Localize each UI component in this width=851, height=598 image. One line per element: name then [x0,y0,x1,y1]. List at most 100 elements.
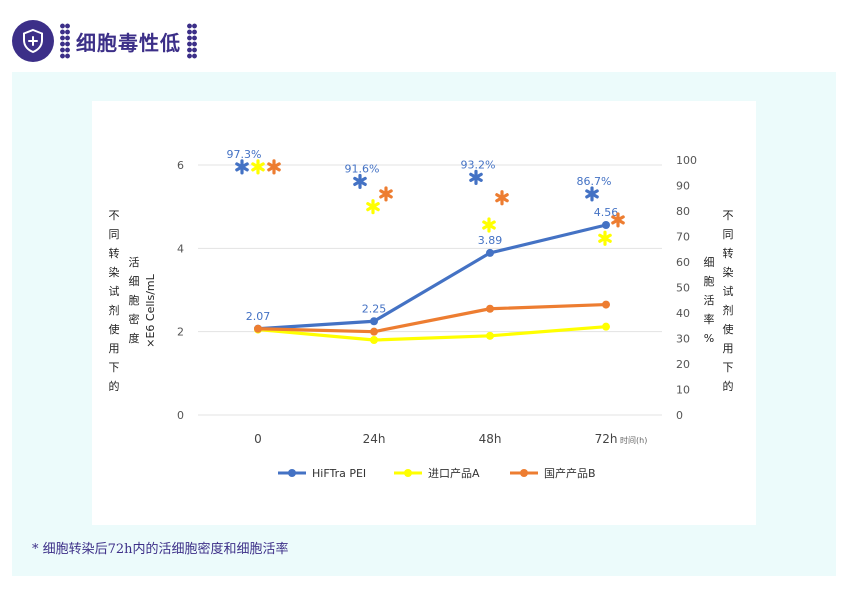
viability-marker-stroke [469,172,483,182]
series-line [257,223,607,331]
content-panel: 0 2 4 6 0 10 20 30 40 50 60 70 80 90 100 0 24h 48h 72h 时间(h… [12,72,836,576]
x-tick-label: 0 [254,432,262,446]
y-right-tick-label: 80 [676,205,690,218]
y-right-note-char: 使 [723,323,734,336]
y-left-label-char: 密 [129,312,140,326]
series-point [370,336,378,344]
x-tick-label: 72h [595,432,618,446]
legend-marker [520,469,528,477]
series-point [486,331,494,340]
y-left-note-char: 使 [109,323,120,336]
y-right-note-char: 的 [723,379,734,393]
y-right-label-char: 细 [704,256,715,269]
y-right-tick-label: 20 [676,358,690,371]
y-left-tick-label: 0 [177,409,184,422]
viability-marker-stroke [353,176,367,187]
viability-marker [482,217,496,233]
shield-plus-icon [12,20,54,62]
legend-label: 进口产品A [428,466,480,480]
y-right-tick-label: 50 [676,282,690,295]
viability-marker [353,173,367,190]
viability-marker-stroke [379,189,393,199]
y-right-note-char: 下 [723,361,734,374]
footnote: * 细胞转染后72h内的活细胞密度和细胞活率 [32,542,289,557]
y-left-note-char: 同 [109,228,120,241]
viability-data-label: 93.2% [461,158,496,171]
series-point [602,322,610,331]
data-label: 3.89 [478,234,503,247]
data-label: 2.07 [246,310,271,323]
y-right-tick-label: 0 [676,409,683,422]
y-left-tick-label: 6 [177,159,184,172]
x-axis-unit-label: 时间(h) [620,435,647,445]
viability-marker [379,186,393,202]
viability-marker [267,159,281,175]
series-point [486,304,494,313]
viability-marker [235,159,249,175]
viability-data-label: 86.7% [577,175,612,188]
y-right-tick-label: 30 [676,333,690,346]
y-right-label-char: 率 [704,312,715,326]
viability-data-label: 91.6% [345,162,380,175]
y-right-label-char: % [704,332,714,345]
y-left-note-char: 的 [109,379,120,393]
y-left-note-char: 转 [109,246,120,260]
x-tick-label: 24h [363,432,386,446]
viability-marker-stroke [482,220,496,230]
viability-marker [469,169,483,185]
y-left-label-char: 活 [129,256,140,269]
series-point [602,221,610,229]
viability-marker [495,190,509,206]
legend-label: HiFTra PEI [312,467,366,480]
y-right-note-char: 染 [723,265,734,279]
y-left-unit-label: ×E6 Cells/mL [144,273,157,347]
y-right-tick-label: 40 [676,307,690,320]
section-header: 细胞毒性低 [12,18,203,64]
y-left-note-char: 剂 [109,303,120,317]
viability-marker-stroke [235,162,249,172]
y-left-label-char: 细 [129,275,140,288]
viability-marker [251,159,265,175]
viability-marker [585,186,599,202]
y-right-label-char: 活 [704,294,715,307]
y-right-note-char: 试 [723,285,734,298]
viability-marker [598,230,612,246]
viability-marker-stroke [585,189,599,199]
y-right-label: 细胞活率% [704,256,715,345]
y-left-tick-label: 4 [177,242,184,255]
y-left-note-char: 试 [109,285,120,298]
y-right-tick-label: 70 [676,231,690,244]
viability-marker-stroke [251,162,265,172]
viability-marker-stroke [267,162,281,172]
y-right-tick-label: 10 [676,384,690,397]
data-label: 2.25 [362,302,387,315]
legend-marker [404,469,412,477]
y-left-note-char: 染 [109,265,120,279]
section-title: 细胞毒性低 [76,30,181,55]
y-left-note-char: 不 [109,209,120,222]
viability-marker [366,199,380,215]
y-left-label-char: 度 [129,331,140,345]
y-left-note-char: 用 [109,342,120,355]
y-right-note-char: 同 [723,228,734,241]
y-left-note-char: 下 [109,361,120,374]
series-point [254,324,262,333]
y-right-tick-label: 100 [676,154,697,167]
decorative-dots-right [187,23,197,59]
viability-marker-stroke [366,202,380,212]
viability-marker-stroke [598,233,612,243]
series-point [602,300,610,309]
legend-label: 国产产品B [544,466,596,480]
chart-card: 0 2 4 6 0 10 20 30 40 50 60 70 80 90 100 0 24h 48h 72h 时间(h… [92,101,756,525]
series-line [257,302,607,334]
y-right-note-char: 转 [723,246,734,260]
y-right-tick-label: 60 [676,256,690,269]
viability-marker-stroke [611,215,625,225]
y-left-label-char: 胞 [129,294,140,307]
legend-marker [288,469,296,477]
series-point [370,327,378,336]
viability-marker [611,212,625,228]
